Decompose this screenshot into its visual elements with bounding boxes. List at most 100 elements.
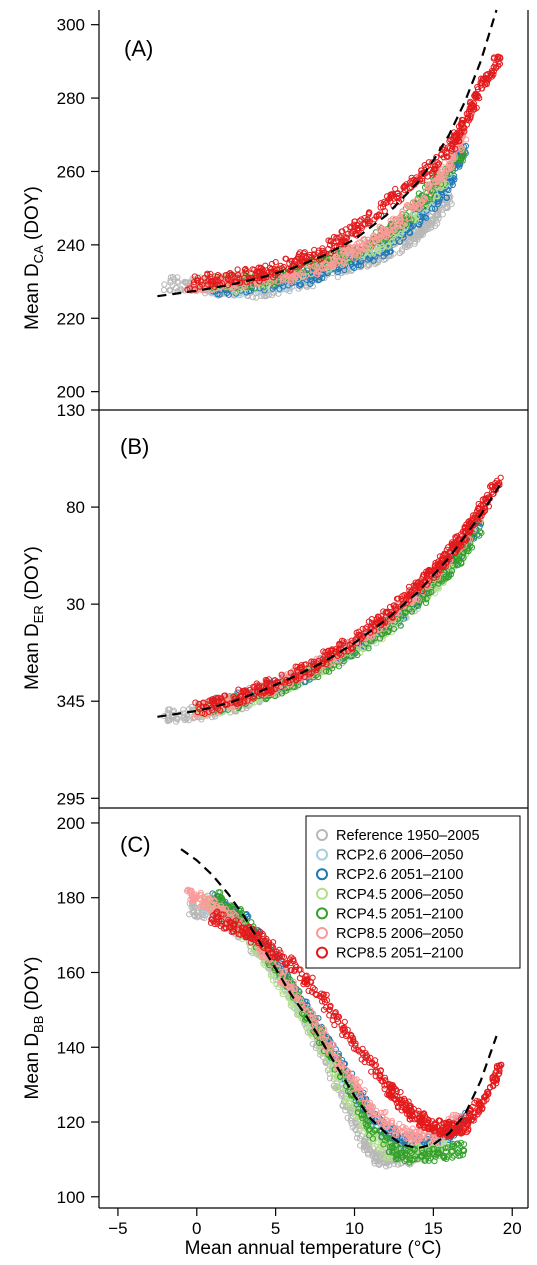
data-point [482, 75, 489, 82]
y-tick-label: 100 [57, 1188, 85, 1207]
data-point [387, 238, 394, 245]
data-point [406, 202, 414, 209]
data-point [387, 198, 394, 205]
data-point [356, 239, 363, 246]
data-point [161, 281, 168, 288]
data-point [399, 208, 406, 215]
data-point [447, 159, 454, 167]
data-point [166, 716, 173, 724]
data-point [267, 279, 274, 286]
data-point [204, 271, 211, 278]
data-point [325, 245, 332, 253]
data-point [421, 162, 428, 169]
data-point [167, 277, 174, 284]
data-point [494, 55, 501, 63]
data-point [383, 232, 391, 239]
data-point [224, 276, 231, 283]
data-point [234, 275, 241, 282]
data-point [374, 248, 382, 255]
data-point [474, 86, 482, 93]
data-point [380, 253, 387, 260]
data-point [364, 263, 371, 270]
data-point [482, 81, 489, 88]
data-point [413, 197, 420, 204]
data-point [290, 270, 297, 277]
data-point [358, 224, 365, 231]
data-point [269, 289, 276, 296]
data-point [272, 259, 279, 266]
data-point [421, 196, 428, 203]
y-tick-label: 240 [57, 236, 85, 255]
data-point [419, 177, 426, 184]
data-point [458, 156, 465, 163]
data-point [212, 278, 219, 285]
data-point [396, 238, 403, 245]
data-point [351, 218, 358, 225]
data-point [227, 276, 234, 283]
data-point [433, 154, 440, 161]
data-point [462, 148, 469, 155]
data-point [357, 262, 365, 269]
data-point [442, 172, 449, 179]
data-point [432, 162, 439, 169]
y-tick-label: 220 [57, 309, 85, 328]
y-tick-label: 30 [66, 595, 85, 614]
data-point [444, 204, 451, 211]
data-point [406, 185, 413, 192]
data-point [368, 238, 375, 245]
data-point [463, 136, 470, 143]
data-point [431, 166, 438, 173]
data-point [241, 266, 248, 273]
data-point [361, 215, 368, 222]
data-point [344, 1114, 351, 1122]
data-point [449, 181, 456, 188]
data-point [366, 249, 373, 256]
y-tick-label: 200 [57, 383, 85, 402]
data-point [319, 265, 326, 272]
data-point [416, 177, 424, 184]
data-point [426, 182, 433, 189]
data-point [442, 198, 449, 205]
data-point [330, 233, 338, 241]
data-point [355, 248, 362, 255]
data-point [196, 283, 203, 290]
data-point [181, 716, 188, 724]
data-point [376, 223, 383, 230]
data-point [361, 237, 368, 244]
data-point [437, 172, 445, 179]
data-point [497, 474, 504, 481]
data-point [216, 291, 223, 298]
y-tick-label: 80 [66, 498, 85, 517]
data-point [390, 223, 397, 230]
data-point [242, 269, 249, 276]
panel-b-label: (B) [120, 434, 149, 459]
data-point [355, 251, 362, 258]
data-point [256, 278, 263, 285]
data-point [396, 215, 403, 222]
data-point [280, 263, 287, 271]
data-point [314, 271, 321, 278]
data-point [342, 234, 350, 241]
data-point [319, 247, 326, 254]
data-point [366, 218, 373, 225]
data-point [381, 233, 388, 240]
panel-a-fit-line [157, 9, 498, 298]
data-point [390, 227, 397, 234]
data-point [397, 214, 404, 221]
data-point [415, 190, 422, 197]
data-point [296, 249, 304, 256]
data-point [434, 183, 441, 190]
data-point [379, 203, 387, 211]
data-point [337, 254, 344, 261]
data-point [307, 280, 314, 287]
data-point [451, 133, 458, 140]
data-point [467, 115, 474, 122]
data-point [311, 259, 318, 266]
data-point [434, 193, 441, 200]
data-point [398, 196, 405, 203]
data-point [334, 234, 341, 241]
